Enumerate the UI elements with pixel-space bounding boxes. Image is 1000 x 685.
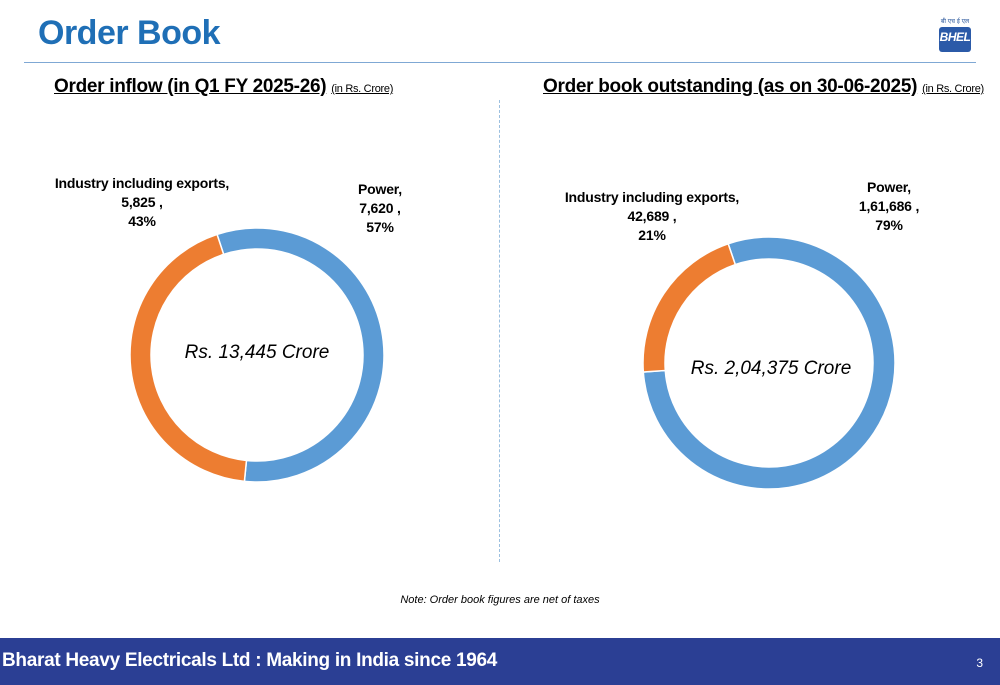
slice-percent: 57% [366, 219, 394, 235]
slice-value: 7,620 , [359, 200, 401, 216]
page-title: Order Book [38, 14, 221, 52]
logo-hindi-text: बी एच ई एल [940, 18, 970, 25]
slice-name: Industry including exports, [54, 175, 230, 191]
chart-title: Order book outstanding (as on 30-06-2025… [543, 76, 918, 97]
power-slice-label: Power, 1,61,686 , 79% [834, 178, 944, 235]
slice-percent: 21% [638, 227, 666, 243]
industry-slice-chart1 [129, 233, 248, 483]
title-divider [24, 62, 976, 63]
industry-slice-label: Industry including exports, 42,689 , 21% [562, 188, 742, 245]
slice-value: 1,61,686 , [858, 198, 920, 214]
chart-title: Order inflow (in Q1 FY 2025-26) [54, 76, 327, 97]
footer-text: Bharat Heavy Electricals Ltd : Making in… [2, 650, 498, 671]
power-slice-label: Power, 7,620 , 57% [330, 180, 430, 237]
order-inflow-title: Order inflow (in Q1 FY 2025-26) (in Rs. … [54, 76, 393, 98]
power-slice-chart1 [216, 227, 385, 483]
slice-name: Power, [867, 179, 911, 195]
power-slice-chart2 [642, 236, 896, 490]
section-divider [499, 100, 500, 562]
footer-bar: Bharat Heavy Electricals Ltd : Making in… [0, 638, 1000, 685]
chart-unit: (in Rs. Crore) [922, 83, 984, 95]
order-book-total: Rs. 2,04,375 Crore [690, 358, 852, 379]
slice-name: Industry including exports, [564, 189, 740, 205]
order-inflow-total: Rs. 13,445 Crore [184, 342, 330, 363]
order-book-title: Order book outstanding (as on 30-06-2025… [543, 76, 984, 98]
slice-value: 42,689 , [627, 208, 677, 224]
industry-slice-chart2 [642, 242, 737, 373]
logo-text: BHEL [939, 30, 971, 44]
page-number: 3 [976, 656, 983, 670]
chart-unit: (in Rs. Crore) [331, 83, 394, 95]
industry-slice-label: Industry including exports, 5,825 , 43% [52, 174, 232, 231]
bhel-logo-icon [939, 27, 971, 52]
slice-percent: 79% [875, 217, 903, 233]
note-text: Note: Order book figures are net of taxe… [400, 594, 600, 606]
slice-value: 5,825 , [121, 194, 163, 210]
slice-percent: 43% [128, 213, 156, 229]
slice-name: Power, [358, 181, 402, 197]
